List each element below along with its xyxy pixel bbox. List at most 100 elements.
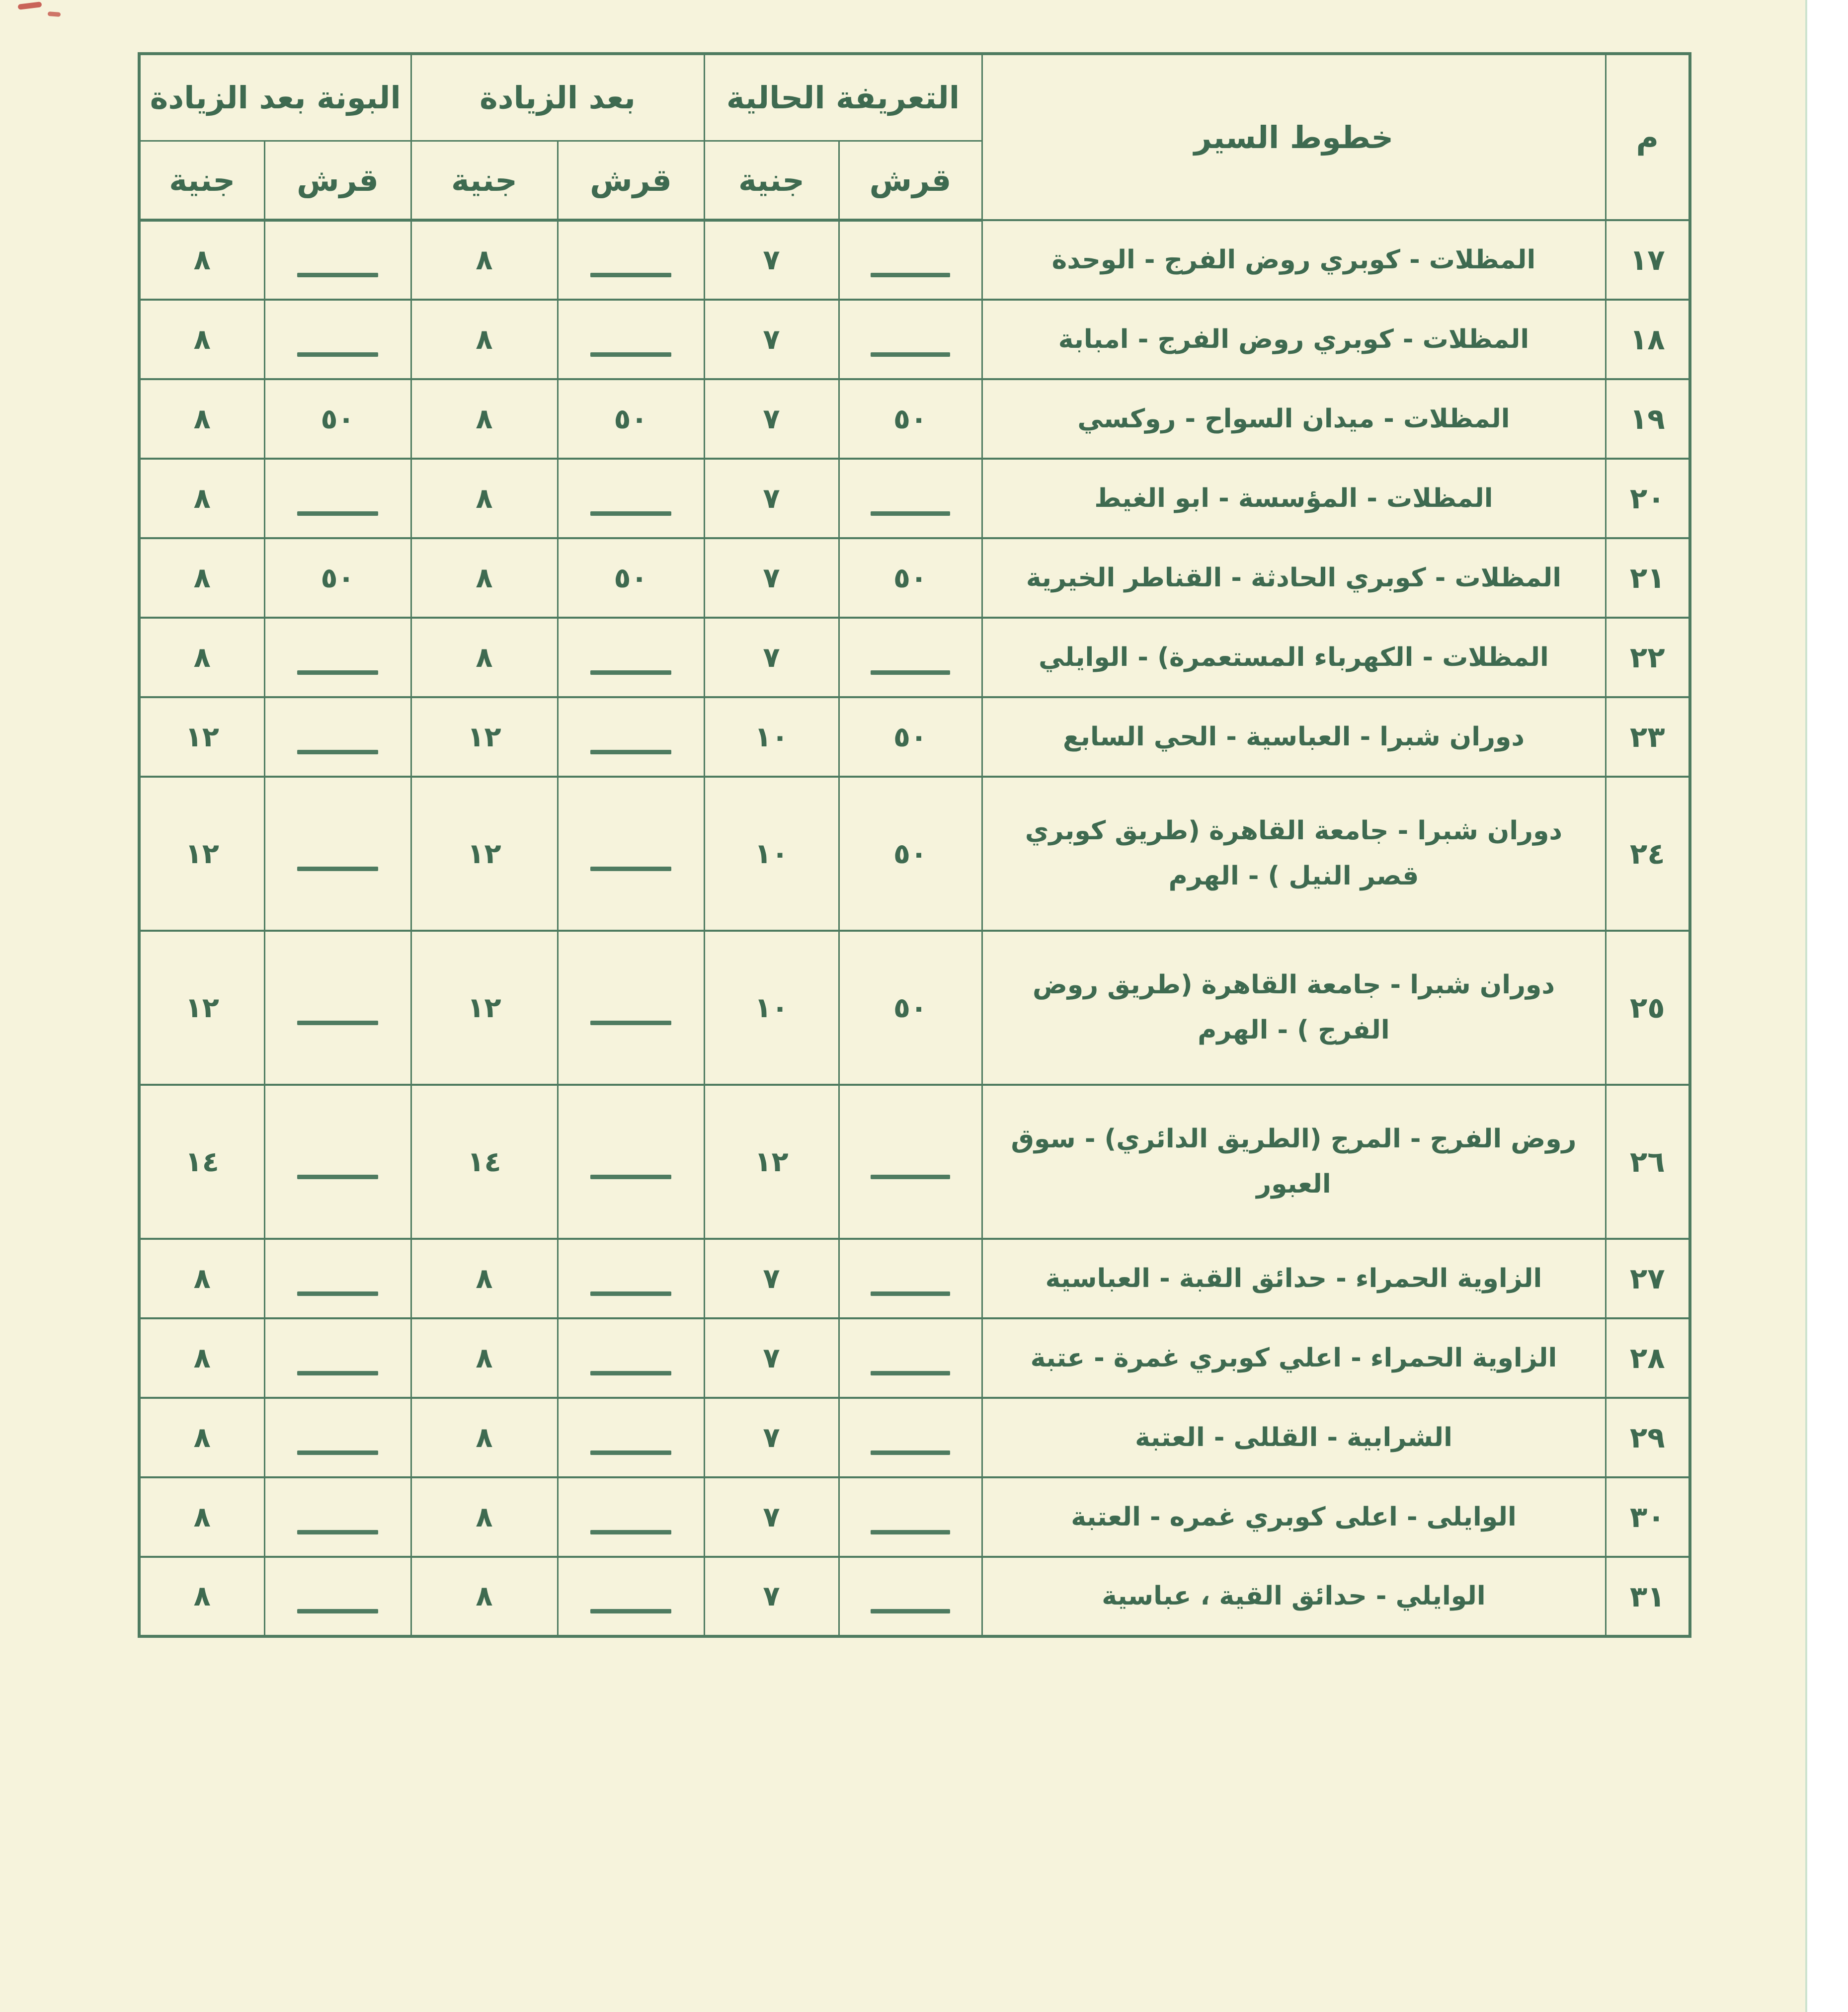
after-geneh-cell: ١٢: [410, 696, 559, 778]
route-cell: دوران شبرا - جامعة القاهرة (طريق كوبري ق…: [981, 776, 1607, 932]
row-number-cell: ٢٦: [1605, 1084, 1691, 1240]
current-geneh-cell: ٧: [703, 299, 840, 380]
after-qirsh-cell: [557, 1556, 705, 1637]
dash-mark: [871, 670, 950, 675]
current-qirsh-cell: [838, 219, 983, 301]
current-geneh-cell: ٧: [703, 1317, 840, 1399]
table-row: ٢٦ روض الفرج - المرج (الطريق الدائري) - س…: [138, 1084, 1691, 1240]
table-row: ١٩ المظلات - ميدان السواح - روكسي ٥٠ ٧ ٥٠ ٨ ٥٠…: [138, 378, 1691, 460]
row-number-cell: ٢١: [1605, 537, 1691, 619]
current-qirsh-cell: [838, 458, 983, 539]
row-number-cell: ١٨: [1605, 299, 1691, 380]
table-row: ٢٩ الشرابية - القللى - العتبة ٧ ٨ ٨: [138, 1397, 1691, 1478]
after-geneh-cell: ١٢: [410, 776, 559, 932]
bonus-geneh-cell: ٨: [138, 458, 265, 539]
current-geneh-cell: ١٢: [703, 1084, 840, 1240]
current-geneh-cell: ١٠: [703, 696, 840, 778]
dash-mark: [297, 1609, 379, 1613]
bonus-geneh-cell: ٨: [138, 1238, 265, 1319]
table-row: ١٧ المظلات - كوبري روض الفرج - الوحدة ٧ ٨ ٨: [138, 219, 1691, 301]
row-number-cell: ٢٨: [1605, 1317, 1691, 1399]
bonus-geneh-cell: ٨: [138, 1397, 265, 1478]
after-geneh-cell: ٨: [410, 1556, 559, 1637]
current-qirsh-cell: [838, 299, 983, 380]
after-geneh-cell: ٨: [410, 537, 559, 619]
current-qirsh-cell: ٥٠: [838, 696, 983, 778]
current-qirsh-cell: [838, 617, 983, 698]
column-group-bonus-after-increase: البونة بعد الزيادة: [138, 53, 412, 142]
current-geneh-cell: ٧: [703, 219, 840, 301]
row-number-cell: ٢٢: [1605, 617, 1691, 698]
route-cell: المظلات - المؤسسة - ابو الغيط: [981, 458, 1607, 539]
current-geneh-cell: ٧: [703, 1556, 840, 1637]
dash-mark: [297, 866, 379, 871]
dash-mark: [590, 1174, 672, 1179]
bonus-qirsh-cell: [263, 696, 412, 778]
subheader-after-qirsh: قرش: [557, 140, 705, 222]
table-row: ١٨ المظلات - كوبري روض الفرج - امبابة ٧ ٨ ٨: [138, 299, 1691, 380]
dash-mark: [871, 273, 950, 277]
after-qirsh-cell: [557, 930, 705, 1086]
bus-tariff-table: م خطوط السير التعريفة الحالية بعد الزياد…: [138, 52, 1691, 1638]
bonus-qirsh-cell: ٥٠: [263, 378, 412, 460]
dash-mark: [590, 1370, 672, 1375]
current-geneh-cell: ١٠: [703, 930, 840, 1086]
row-number-cell: ٣٠: [1605, 1476, 1691, 1558]
route-cell: الوايلى - اعلى كوبري غمره - العتبة: [981, 1476, 1607, 1558]
dash-mark: [297, 1174, 379, 1179]
dash-mark: [871, 511, 950, 516]
current-geneh-cell: ٧: [703, 537, 840, 619]
dash-mark: [871, 1174, 950, 1179]
dash-mark: [590, 1529, 672, 1534]
table-header: م خطوط السير التعريفة الحالية بعد الزياد…: [138, 53, 1691, 222]
pen-mark: [47, 11, 61, 17]
after-qirsh-cell: [557, 1238, 705, 1319]
current-geneh-cell: ٧: [703, 617, 840, 698]
table-row: ٢٨ الزاوية الحمراء - اعلي كوبري غمرة - عت…: [138, 1317, 1691, 1399]
route-cell: روض الفرج - المرج (الطريق الدائري) - سوق…: [981, 1084, 1607, 1240]
row-number-cell: ٢٠: [1605, 458, 1691, 539]
bonus-geneh-cell: ١٤: [138, 1084, 265, 1240]
bonus-qirsh-cell: [263, 299, 412, 380]
bonus-qirsh-cell: [263, 617, 412, 698]
dash-mark: [590, 866, 672, 871]
dash-mark: [297, 1450, 379, 1455]
column-header-number: م: [1605, 53, 1691, 221]
bonus-geneh-cell: ١٢: [138, 776, 265, 932]
pen-mark: [17, 1, 42, 10]
route-cell: دوران شبرا - العباسية - الحي السابع: [981, 696, 1607, 778]
dash-mark: [590, 1450, 672, 1455]
scanner-edge-strip: [1805, 0, 1848, 2012]
current-qirsh-cell: ٥٠: [838, 537, 983, 619]
current-qirsh-cell: [838, 1084, 983, 1240]
route-cell: المظلات - كوبري روض الفرج - الوحدة: [981, 219, 1607, 301]
route-cell: الزاوية الحمراء - اعلي كوبري غمرة - عتبة: [981, 1317, 1607, 1399]
dash-mark: [871, 352, 950, 357]
dash-mark: [871, 1370, 950, 1375]
dash-mark: [590, 670, 672, 675]
route-cell: المظلات - ميدان السواح - روكسي: [981, 378, 1607, 460]
after-geneh-cell: ٨: [410, 1476, 559, 1558]
dash-mark: [297, 1020, 379, 1025]
bonus-geneh-cell: ٨: [138, 378, 265, 460]
current-qirsh-cell: [838, 1238, 983, 1319]
bonus-qirsh-cell: [263, 458, 412, 539]
bonus-qirsh-cell: [263, 1397, 412, 1478]
route-cell: المظلات - كوبري الحادثة - القناطر الخيري…: [981, 537, 1607, 619]
bonus-qirsh-cell: [263, 1238, 412, 1319]
table-row: ٢٣ دوران شبرا - العباسية - الحي السابع ٥٠ ١…: [138, 696, 1691, 778]
after-qirsh-cell: [557, 458, 705, 539]
column-group-after-increase: بعد الزيادة: [410, 53, 705, 142]
current-qirsh-cell: ٥٠: [838, 930, 983, 1086]
after-qirsh-cell: [557, 1476, 705, 1558]
bonus-geneh-cell: ٨: [138, 617, 265, 698]
after-geneh-cell: ٨: [410, 1317, 559, 1399]
subheader-current-geneh: جنية: [703, 140, 840, 222]
after-qirsh-cell: [557, 1317, 705, 1399]
bonus-geneh-cell: ٨: [138, 219, 265, 301]
dash-mark: [590, 1609, 672, 1613]
after-qirsh-cell: [557, 776, 705, 932]
table-row: ٢٢ المظلات - الكهرباء المستعمرة) - الوايل…: [138, 617, 1691, 698]
bonus-geneh-cell: ٨: [138, 537, 265, 619]
current-geneh-cell: ٧: [703, 378, 840, 460]
